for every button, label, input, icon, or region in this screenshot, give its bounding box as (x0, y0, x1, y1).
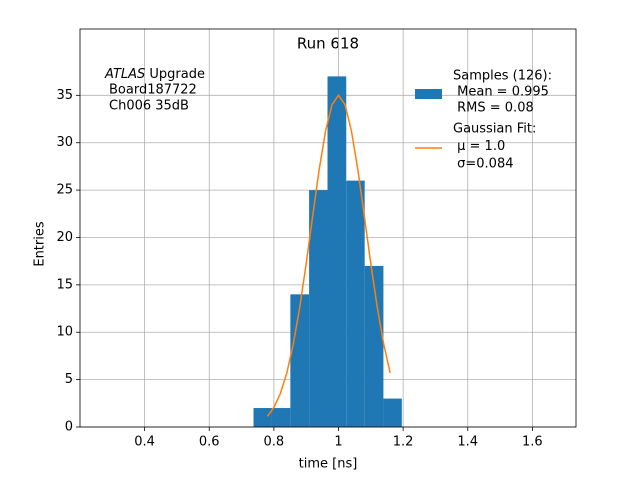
fit-line (266, 94, 391, 417)
x-tick-label: 1.6 (522, 435, 543, 450)
legend-label: Mean = 0.995 (453, 85, 549, 100)
chart-title: Run 618 (297, 35, 359, 53)
bar (253, 408, 272, 427)
bar (364, 265, 384, 427)
y-tick-label: 20 (56, 230, 73, 245)
x-tick-label: 0.6 (199, 435, 220, 450)
y-tick-label: 30 (56, 135, 73, 150)
legend-label: Gaussian Fit: (453, 122, 536, 137)
x-tick-label: 1.2 (393, 435, 414, 450)
legend-label: Samples (126): (453, 69, 552, 84)
bar (271, 408, 291, 427)
y-tick-label: 0 (65, 420, 73, 435)
x-tick-label: 1 (334, 435, 342, 450)
y-axis-label: Entries (33, 221, 48, 267)
legend-label: RMS = 0.08 (453, 101, 534, 116)
y-tick-label: 10 (56, 325, 73, 340)
bar (309, 190, 328, 427)
annotation-line: Upgrade (145, 67, 205, 82)
x-tick-label: 0.4 (134, 435, 155, 450)
y-tick-label: 35 (56, 88, 73, 103)
y-tick-label: 25 (56, 183, 73, 198)
legend-label: σ=0.084 (453, 157, 513, 172)
legend-swatch (415, 89, 442, 99)
axes-frame (79, 28, 577, 428)
x-axis-label: time [ns] (299, 457, 358, 472)
bar (346, 180, 365, 427)
bar (290, 294, 310, 427)
annotation-line: Board187722 (109, 83, 197, 98)
y-tick-label: 15 (56, 277, 73, 292)
annotation: ATLAS Upgrade (104, 67, 205, 82)
bar (383, 398, 402, 427)
y-tick-label: 5 (65, 372, 73, 387)
bar (327, 76, 347, 427)
legend-label: μ = 1.0 (453, 139, 505, 154)
x-tick-label: 1.4 (457, 435, 478, 450)
x-tick-label: 0.8 (264, 435, 285, 450)
annotation-italic: ATLAS (104, 67, 145, 82)
annotation-line: Ch006 35dB (109, 99, 189, 114)
